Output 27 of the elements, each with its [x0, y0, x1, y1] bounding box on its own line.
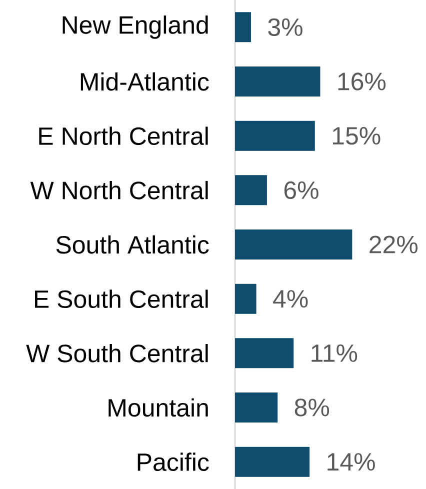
- data-label: 4%: [273, 290, 308, 308]
- data-label: 22%: [370, 236, 418, 254]
- data-label: 16%: [338, 72, 386, 90]
- y-tick-label: New England: [62, 16, 208, 39]
- data-label: 15%: [333, 127, 380, 145]
- y-tick-label: E South Central: [35, 290, 208, 308]
- bar: [235, 12, 251, 42]
- bar: [235, 120, 315, 151]
- bar: [235, 338, 294, 368]
- bar: [235, 284, 256, 314]
- bar: [235, 446, 310, 477]
- y-tick-label: Pacific: [138, 452, 209, 472]
- y-tick-label: South Atlantic: [56, 235, 209, 254]
- bar: [235, 392, 278, 423]
- bar: [235, 66, 320, 97]
- y-tick-label: W North Central: [30, 181, 208, 200]
- y-tick-label: Mid-Atlantic: [80, 72, 209, 91]
- y-tick-label: E North Central: [39, 126, 208, 146]
- bar: [235, 175, 267, 206]
- data-label: 8%: [294, 398, 330, 416]
- data-label: 6%: [284, 181, 318, 200]
- y-tick-label: Mountain: [108, 398, 208, 417]
- y-tick-label: W South Central: [26, 344, 208, 362]
- data-label: 14%: [328, 453, 375, 471]
- bar: [235, 230, 352, 260]
- data-label: 11%: [312, 344, 358, 362]
- data-label: 3%: [268, 18, 302, 36]
